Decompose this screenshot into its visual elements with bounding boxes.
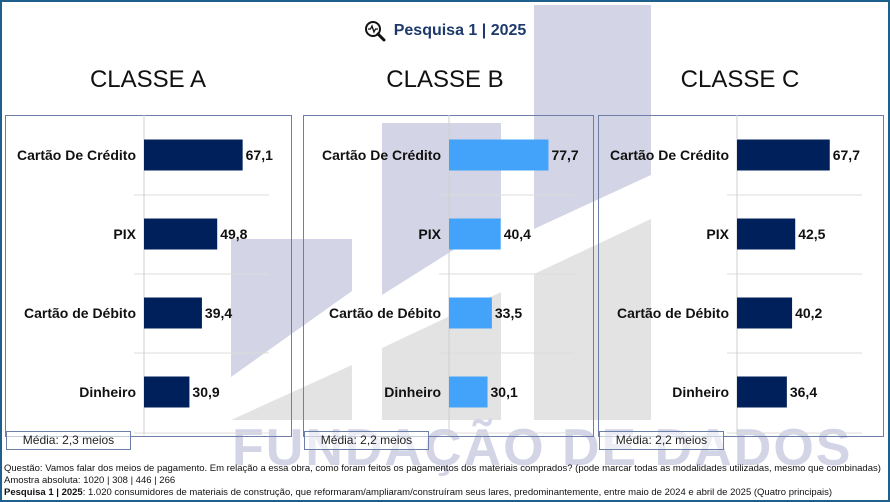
data-label: 33,5: [495, 305, 522, 321]
class-c-chart: Cartão De Crédito 67,7 PIX 42,5 Cartão de Dé…: [610, 115, 862, 435]
bar-2: [144, 297, 202, 329]
data-label: 39,4: [205, 305, 232, 321]
bar-0: [737, 139, 830, 171]
category-label: Cartão De Crédito: [610, 147, 729, 163]
category-label: Dinheiro: [672, 384, 729, 400]
search-pulse-icon: [364, 21, 386, 42]
bar-1: [144, 218, 218, 250]
bar-2: [737, 297, 793, 329]
data-label: 40,4: [504, 226, 531, 242]
class-c-average: Média: 2,2 meios: [599, 431, 724, 450]
data-label: 30,9: [192, 384, 219, 400]
class-a-chart: Cartão De Crédito 67,1 PIX 49,8 Cartão de Dé…: [17, 115, 273, 435]
category-label: Cartão de Débito: [329, 305, 441, 321]
data-label: 67,7: [833, 147, 860, 163]
class-a-average: Média: 2,3 meios: [6, 431, 131, 450]
bar-3: [737, 376, 787, 408]
survey-description: : 1.020 consumidores de materiais de con…: [82, 487, 833, 498]
category-label: Cartão de Débito: [24, 305, 136, 321]
header: Pesquisa 1 | 2025: [0, 20, 890, 47]
survey-text: Pesquisa 1 | 2025: 1.020 consumidores de…: [4, 487, 881, 499]
bar-1: [449, 218, 501, 250]
category-label: Dinheiro: [384, 384, 441, 400]
category-label: Cartão de Débito: [617, 305, 729, 321]
data-label: 67,1: [246, 147, 273, 163]
class-a-title: CLASSE A: [89, 66, 207, 93]
page-title: Pesquisa 1 | 2025: [393, 22, 527, 39]
class-b-chart: Cartão De Crédito 77,7 PIX 40,4 Cartão de Dé…: [322, 115, 579, 435]
bar-1: [737, 218, 796, 250]
category-label: Cartão De Crédito: [17, 147, 136, 163]
category-label: Dinheiro: [79, 384, 136, 400]
sample-text: Amostra absoluta: 1020 | 308 | 446 | 266: [4, 475, 176, 486]
data-label: 49,8: [220, 226, 247, 242]
category-label: Cartão De Crédito: [322, 147, 441, 163]
data-label: 77,7: [551, 147, 578, 163]
question-text: Questão: Vamos falar dos meios de pagame…: [4, 463, 881, 474]
footer-notes: Questão: Vamos falar dos meios de pagame…: [4, 463, 881, 499]
class-b-title: CLASSE B: [386, 66, 504, 93]
category-label: PIX: [418, 226, 441, 242]
class-c-title: CLASSE C: [680, 66, 800, 93]
category-label: PIX: [706, 226, 729, 242]
bar-3: [449, 376, 488, 408]
data-label: 40,2: [795, 305, 822, 321]
survey-label: Pesquisa 1 | 2025: [4, 487, 83, 498]
data-label: 42,5: [798, 226, 825, 242]
bar-0: [144, 139, 243, 171]
data-label: 30,1: [491, 384, 518, 400]
data-label: 36,4: [790, 384, 817, 400]
class-b-average: Média: 2,2 meios: [304, 431, 429, 450]
bar-3: [144, 376, 190, 408]
category-label: PIX: [113, 226, 136, 242]
bar-0: [449, 139, 549, 171]
bar-2: [449, 297, 492, 329]
